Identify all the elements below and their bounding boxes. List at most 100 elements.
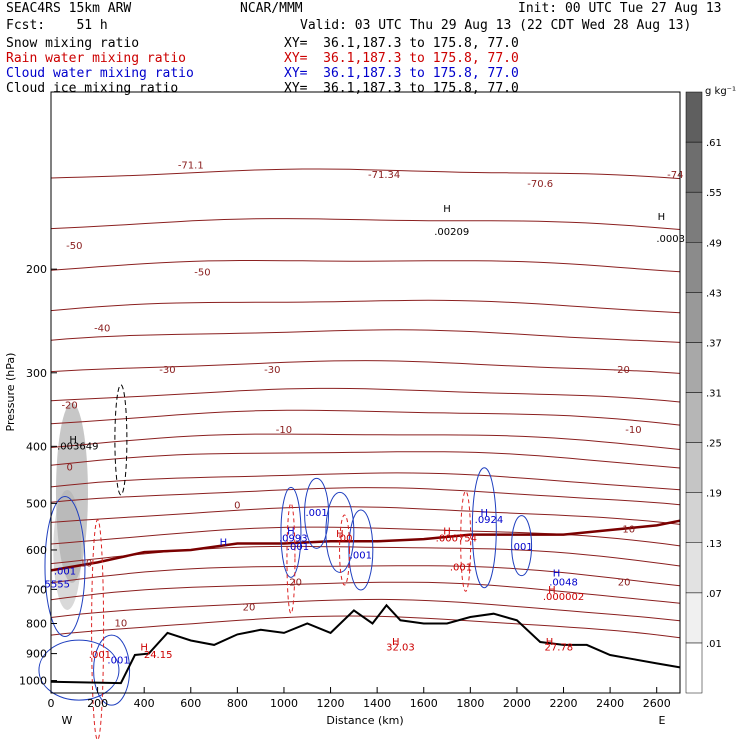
rain-water-contour xyxy=(286,502,296,614)
y-axis-label: Pressure (hPa) xyxy=(4,353,17,432)
temperature-label: -70.6 xyxy=(527,179,553,190)
field-annotation: .001 xyxy=(89,650,111,661)
snow-shading xyxy=(53,489,82,610)
x-axis-label: Distance (km) xyxy=(326,714,403,727)
temperature-label: 10 xyxy=(80,558,93,569)
temperature-contour xyxy=(50,526,681,547)
x-tick-label: 400 xyxy=(134,697,155,710)
x-tick-label: 2000 xyxy=(503,697,531,710)
x-tick-label: 2600 xyxy=(643,697,671,710)
temperature-contour xyxy=(50,472,681,491)
field-cloud-xy: XY= 36.1,187.3 to 175.8, 77.0 xyxy=(284,66,519,81)
east-label: E xyxy=(659,714,666,727)
field-rain-xy: XY= 36.1,187.3 to 175.8, 77.0 xyxy=(284,51,519,66)
x-tick-label: 1800 xyxy=(456,697,484,710)
field-annotation: H xyxy=(392,637,400,648)
colorbar-bin xyxy=(685,292,703,343)
field-snow-name: Snow mixing ratio xyxy=(6,36,140,51)
field-annotation: H xyxy=(443,527,451,538)
temperature-label: -10 xyxy=(276,425,292,436)
y-tick-label: 700 xyxy=(26,583,47,596)
valid-time: Valid: 03 UTC Thu 29 Aug 13 (22 CDT Wed … xyxy=(300,18,692,33)
colorbar-bin xyxy=(685,642,703,694)
field-annotation: H xyxy=(140,643,148,654)
field-annotation: H xyxy=(287,527,295,538)
field-annotation: .00 xyxy=(337,533,353,544)
colorbar-label: .31 xyxy=(706,389,722,400)
colorbar-label: .13 xyxy=(706,539,722,550)
colorbar-bin xyxy=(685,592,703,644)
temperature-label: 10 xyxy=(115,619,128,630)
field-annotation: H xyxy=(658,212,666,223)
temperature-contour xyxy=(50,433,681,450)
field-annotation: H xyxy=(548,585,556,596)
colorbar-unit: g kg⁻¹ xyxy=(705,86,736,97)
field-annotation: 24.15 xyxy=(144,650,173,661)
field-annotation: H xyxy=(553,568,561,579)
plot-frame xyxy=(50,91,681,694)
temperature-label: 20 xyxy=(289,578,302,589)
temperature-label: -20 xyxy=(614,365,630,376)
colorbar-label: .25 xyxy=(706,439,722,450)
y-tick-label: 1000 xyxy=(19,675,47,688)
rain-water-contour xyxy=(91,519,105,740)
x-tick-label: 1000 xyxy=(270,697,298,710)
field-annotation: .001 xyxy=(305,508,327,519)
x-tick-label: 0 xyxy=(48,697,55,710)
colorbar-bin xyxy=(685,442,703,493)
x-tick-label: 1600 xyxy=(410,697,438,710)
temperature-contour xyxy=(50,360,681,374)
field-annotation: .0003 xyxy=(656,234,685,245)
x-tick-label: 800 xyxy=(227,697,248,710)
temperature-label: -71.34 xyxy=(368,170,400,181)
temperature-contour xyxy=(50,615,681,639)
field-annotation: .001 xyxy=(350,550,372,561)
colorbar-bin xyxy=(685,492,703,543)
temperature-contour xyxy=(50,598,681,622)
y-tick-label: 600 xyxy=(26,544,47,557)
forecast-hour: Fcst: 51 h xyxy=(6,18,108,33)
field-annotation: .0924 xyxy=(475,515,504,526)
freezing-level-line xyxy=(50,519,681,572)
temperature-label: -50 xyxy=(194,267,210,278)
x-tick-label: 2200 xyxy=(550,697,578,710)
field-annotation: .003649 xyxy=(57,442,98,453)
temperature-contour xyxy=(50,168,681,180)
colorbar-label: .37 xyxy=(706,338,722,349)
field-annotation: .5555 xyxy=(41,580,70,591)
colorbar-label: .19 xyxy=(706,489,722,500)
cloud-water-contour xyxy=(93,634,131,706)
colorbar-label: .07 xyxy=(706,589,722,600)
colorbar-bin xyxy=(685,242,703,293)
temperature-contour xyxy=(50,409,681,426)
cloud-ice-contour xyxy=(114,384,128,496)
cloud-water-contour xyxy=(44,495,86,637)
field-annotation: .0048 xyxy=(549,578,578,589)
terrain-line xyxy=(50,603,681,685)
field-annotation: H xyxy=(69,435,77,446)
field-cloud-name: Cloud water mixing ratio xyxy=(6,66,194,81)
cloud-water-contour xyxy=(304,477,330,549)
temperature-label: -10 xyxy=(625,425,641,436)
field-annotation: .001 xyxy=(450,562,472,573)
cloud-water-contour xyxy=(325,491,355,573)
colorbar-bin xyxy=(685,191,703,243)
field-annotation: .001 xyxy=(510,542,532,553)
rain-water-contour xyxy=(460,490,472,592)
colorbar-bin xyxy=(685,91,703,143)
cloud-water-contour xyxy=(471,467,497,589)
temperature-label: -71.1 xyxy=(178,161,204,172)
temperature-label: 20 xyxy=(243,602,256,613)
y-tick-label: 900 xyxy=(26,648,47,661)
field-annotation: H xyxy=(443,204,451,215)
temperature-contour xyxy=(50,218,681,230)
x-tick-label: 1200 xyxy=(317,697,345,710)
y-tick-label: 200 xyxy=(26,263,47,276)
cloud-water-contour xyxy=(38,639,120,701)
temperature-label: -40 xyxy=(94,323,110,334)
field-annotation: .00209 xyxy=(434,227,469,238)
field-annotation: H xyxy=(220,538,228,549)
temperature-label: 0 xyxy=(66,463,72,474)
colorbar-bin xyxy=(685,542,703,594)
